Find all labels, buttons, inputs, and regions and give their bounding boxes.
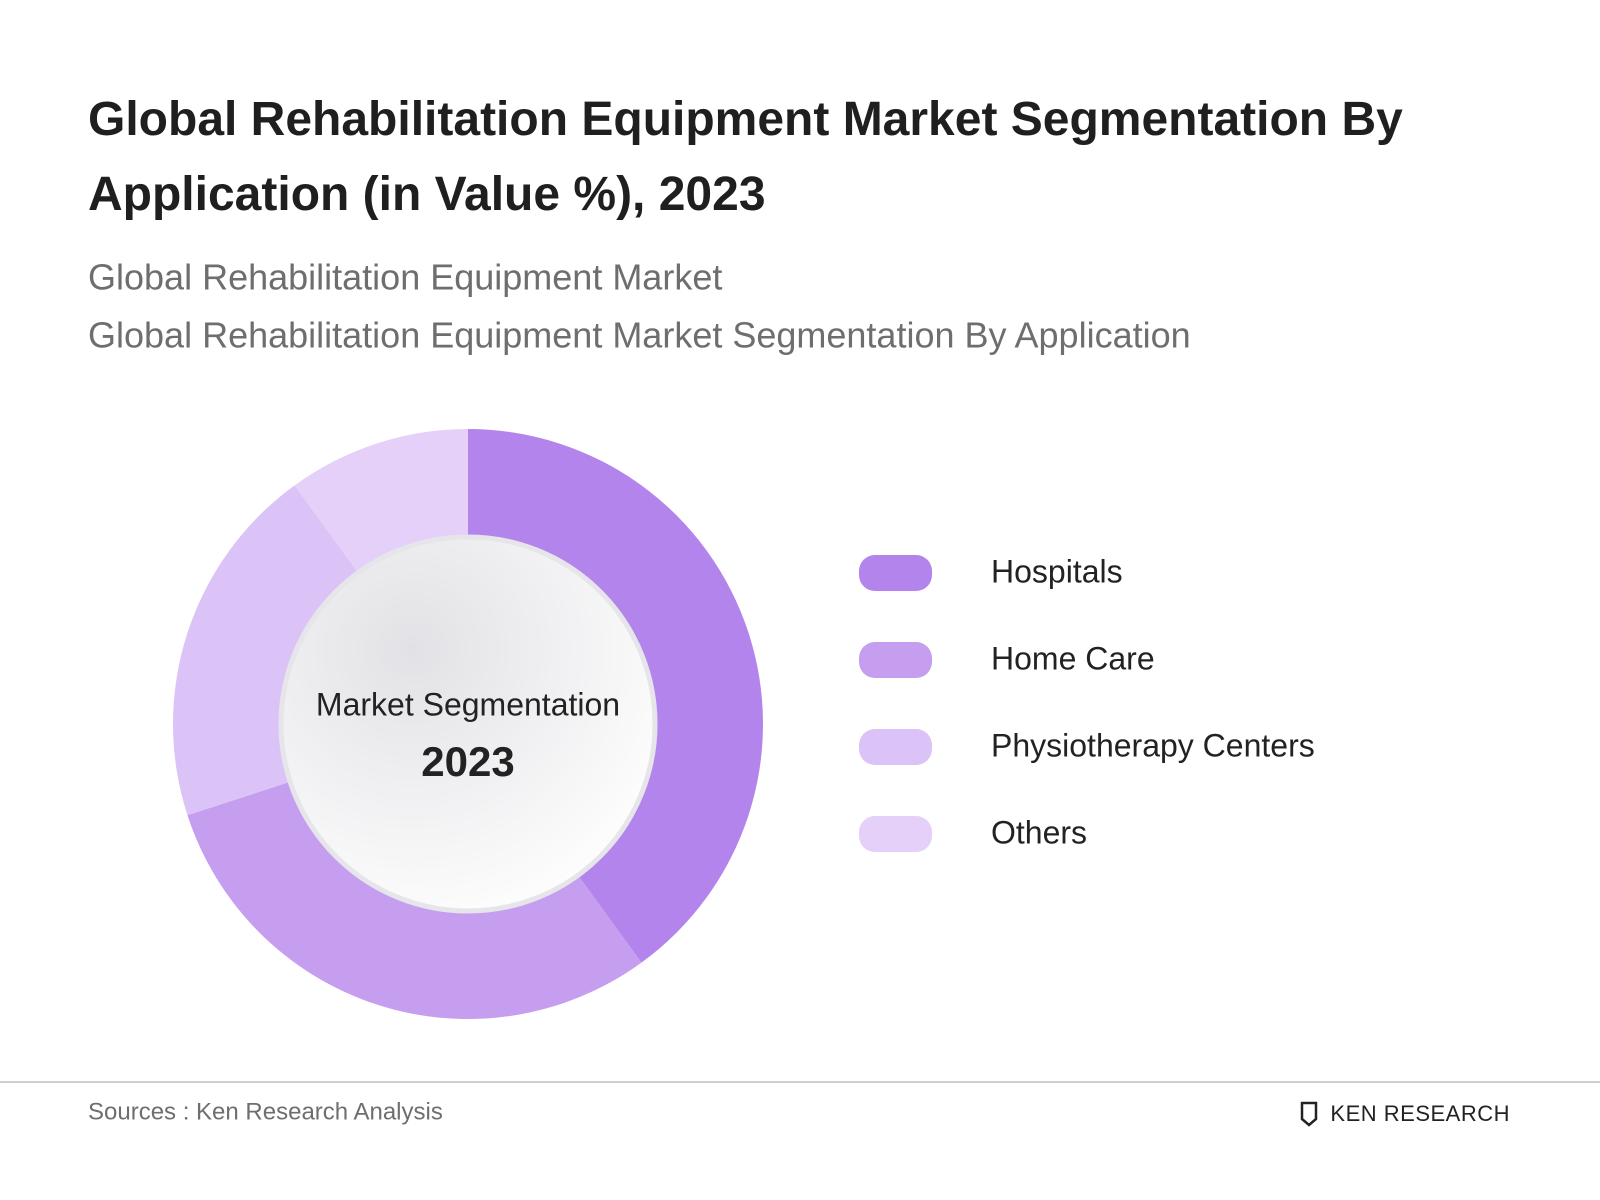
donut <box>173 429 764 1019</box>
logo: KEN RESEARCH <box>1330 1101 1510 1126</box>
pie-slice <box>173 485 359 816</box>
donut-hole <box>278 534 658 914</box>
legend-label: Hospitals <box>991 553 1123 589</box>
center-year: 2023 <box>421 738 514 785</box>
legend-swatch <box>859 555 932 591</box>
logo-icon <box>1300 1101 1318 1127</box>
center-label: Market Segmentation <box>316 686 620 722</box>
source: Sources : Ken Research Analysis <box>88 1098 443 1125</box>
subtitle: Global Rehabilitation Equipment Market S… <box>88 315 1191 356</box>
chart-title: Global Rehabilitation Equipment Market S… <box>88 93 1403 221</box>
pie-slice <box>294 429 468 573</box>
legend-label: Others <box>991 814 1087 850</box>
legend-label: Home Care <box>991 640 1155 676</box>
pie-slice <box>468 429 764 963</box>
legend-swatch <box>859 642 932 678</box>
legend: Hospitals Home Care Physiotherapy Centers O… <box>859 553 1315 852</box>
pie-slice <box>187 781 642 1019</box>
legend-label: Physiotherapy Centers <box>991 727 1315 763</box>
legend-swatch <box>859 816 932 852</box>
subtitle: Global Rehabilitation Equipment Market <box>88 257 722 298</box>
legend-swatch <box>859 729 932 765</box>
